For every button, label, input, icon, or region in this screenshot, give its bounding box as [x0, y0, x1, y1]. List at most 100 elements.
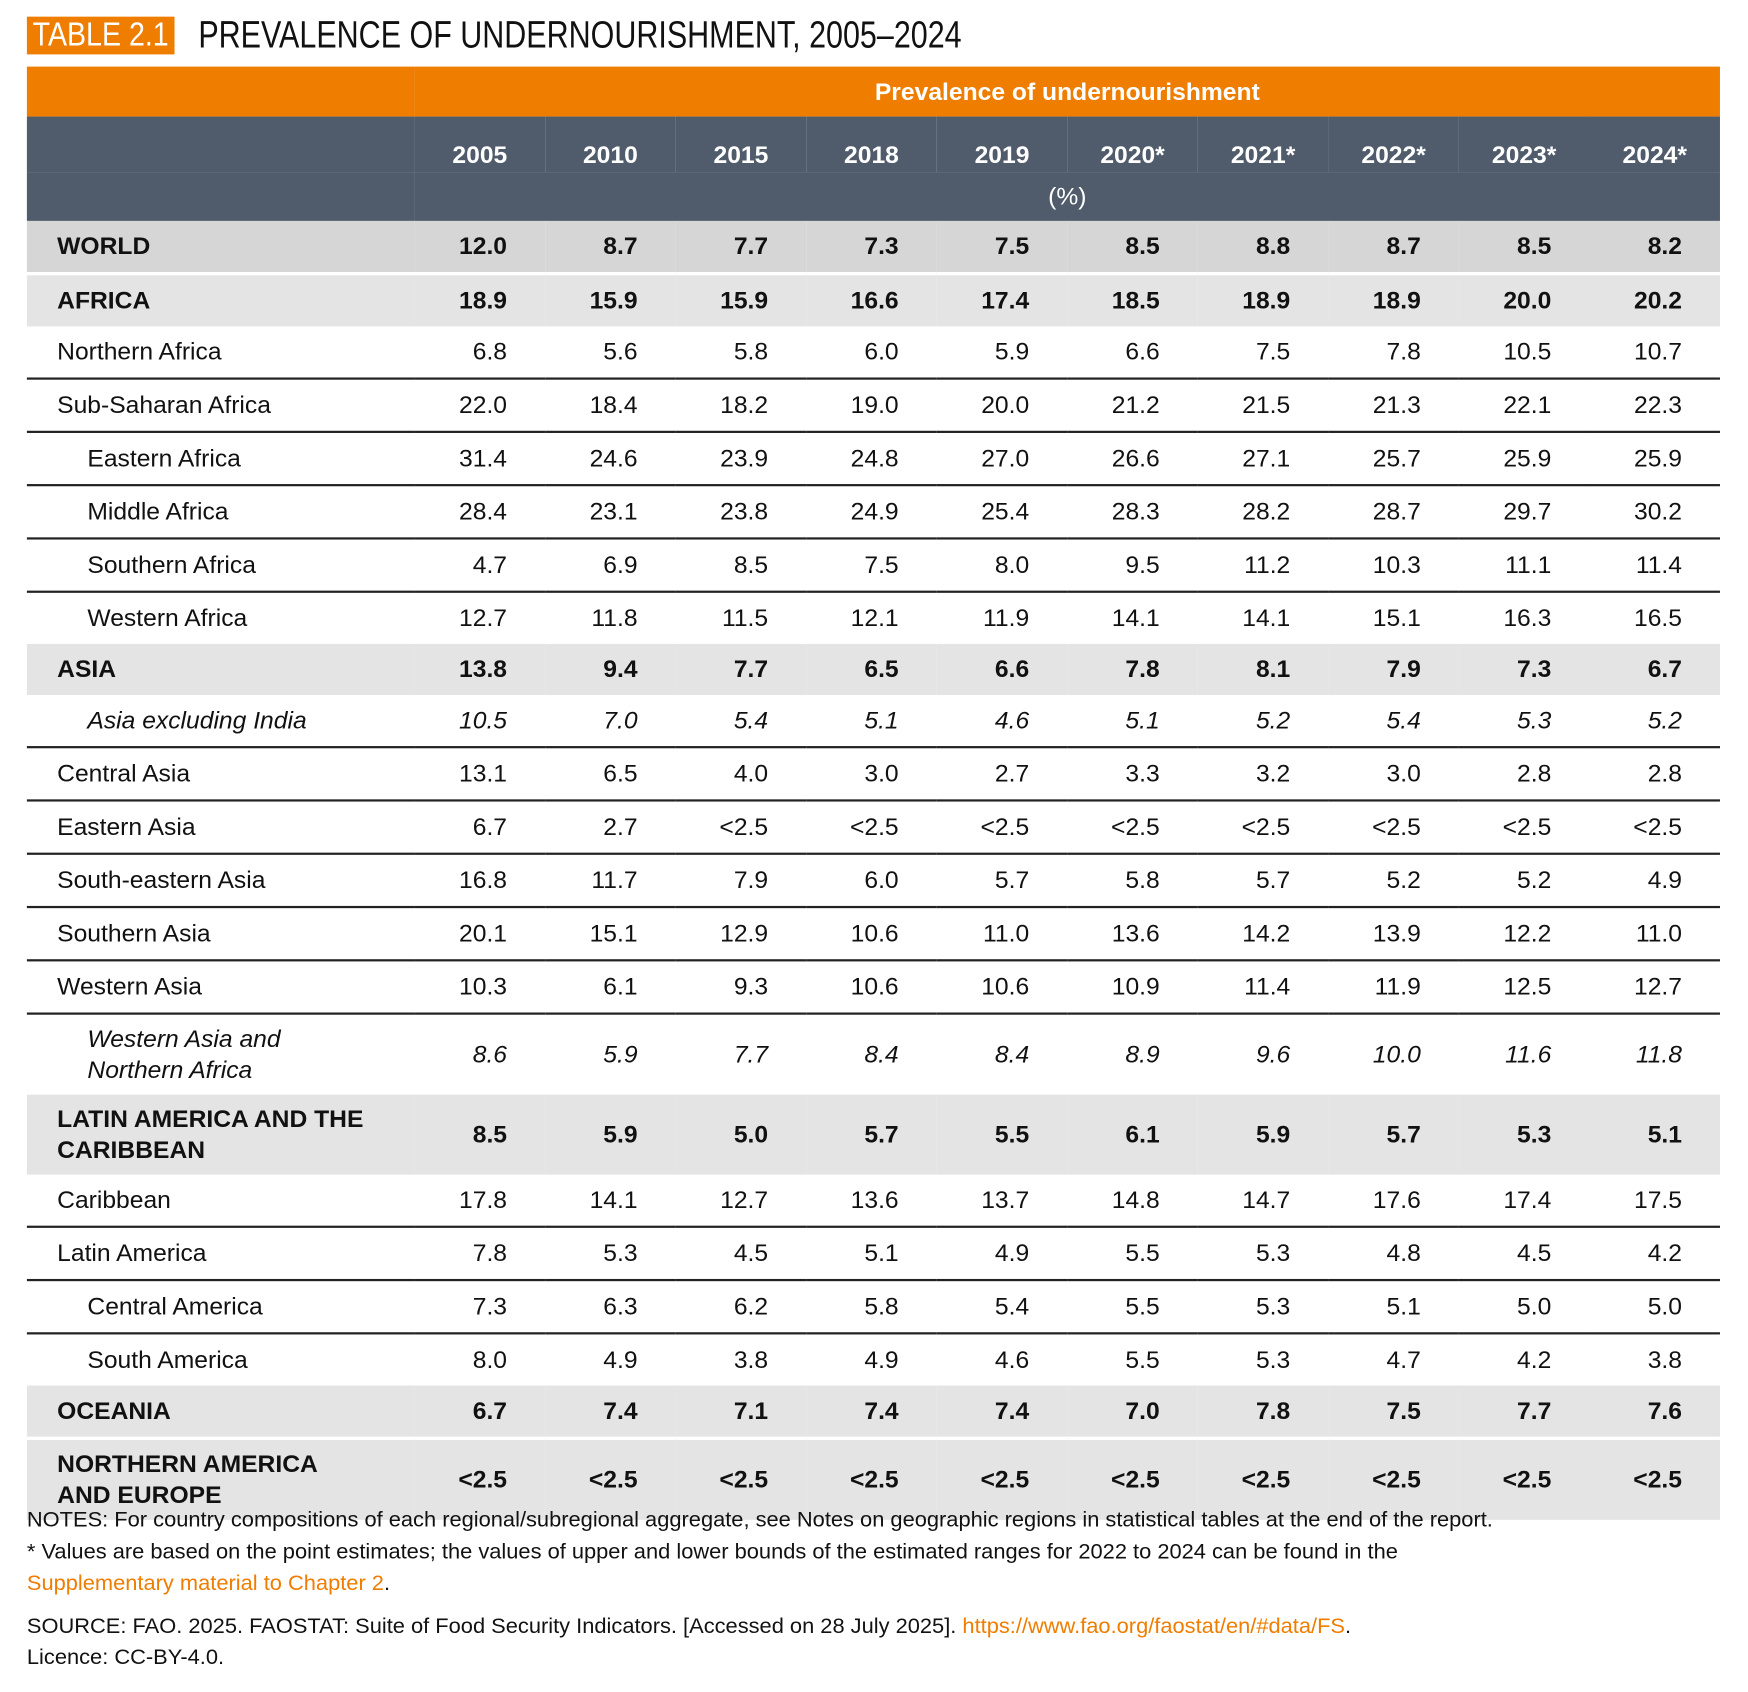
cell-value: 28.4 — [414, 484, 546, 539]
cell-value: <2.5 — [1458, 1436, 1590, 1520]
cell-value: 5.2 — [1328, 852, 1459, 908]
cell-value: 8.7 — [1328, 220, 1459, 274]
cell-value: 16.5 — [1589, 590, 1721, 644]
cell-value: 8.5 — [1067, 220, 1198, 274]
cell-value: 10.5 — [459, 706, 508, 734]
cell-value: 13.7 — [981, 1185, 1030, 1214]
cell-value: 5.4 — [936, 1278, 1068, 1334]
cell-value: 7.3 — [806, 220, 937, 274]
cell-value: 28.2 — [1197, 484, 1329, 539]
cell-value: 8.2 — [1589, 220, 1721, 274]
cell-value: 12.7 — [720, 1185, 769, 1214]
cell-value: 17.4 — [1503, 1185, 1552, 1214]
row-label: Western Africa — [26, 590, 415, 644]
cell-value: 7.7 — [675, 1012, 807, 1095]
cell-value: 5.9 — [1197, 1094, 1329, 1175]
table-row: Sub-Saharan Africa 22.0 18.4 18.2 19.0 20.0 21… — [26, 377, 1721, 432]
cell-value: 7.4 — [806, 1385, 937, 1439]
table-row: OCEANIA 6.7 7.4 7.1 7.4 7.4 7.0 7.8 7.5 7.7 7.6 — [26, 1385, 1721, 1439]
cell-value: 19.0 — [806, 377, 937, 432]
cell-value: 3.3 — [1067, 746, 1198, 801]
cell-value: 8.0 — [414, 1332, 546, 1386]
cell-value: 10.6 — [806, 905, 937, 961]
supplementary-link[interactable]: Supplementary material to Chapter 2 — [26, 1570, 384, 1596]
cell-value: 8.7 — [545, 220, 676, 274]
cell-value: 11.8 — [545, 590, 676, 644]
cell-value: 14.1 — [589, 1185, 638, 1214]
cell-value: 7.5 — [936, 220, 1068, 274]
cell-value: 5.5 — [1067, 1332, 1198, 1386]
cell-value: 29.7 — [1458, 484, 1590, 539]
cell-value: 20.2 — [1589, 272, 1721, 327]
cell-value: 6.7 — [1589, 643, 1721, 695]
table-row: Central Asia 13.1 6.5 4.0 3.0 2.7 3.3 3.2 3.0 2.8… — [26, 746, 1721, 801]
cell-value: 10.5 — [1503, 337, 1552, 366]
cell-value: 11.2 — [1197, 537, 1329, 592]
cell-value: 24.9 — [806, 484, 937, 539]
cell-value: 24.8 — [806, 430, 937, 486]
cell-value: 21.3 — [1328, 377, 1459, 432]
cell-value: 5.8 — [806, 1278, 937, 1334]
cell-value: 16.3 — [1458, 590, 1590, 644]
cell-value: 4.7 — [1328, 1332, 1459, 1386]
cell-value: 23.8 — [675, 484, 807, 539]
table-row: Southern Africa 4.7 6.9 8.5 7.5 8.0 9.5 11.2 10.… — [26, 537, 1721, 592]
cell-value: 7.7 — [675, 220, 807, 274]
year-header: 2024* — [1589, 116, 1721, 173]
row-label: AFRICA — [26, 272, 415, 327]
cell-value: 6.6 — [1125, 337, 1160, 366]
row-label: Western Asia — [26, 959, 415, 1014]
cell-value: 9.4 — [545, 643, 676, 695]
cell-value: 6.0 — [864, 337, 899, 366]
table-row: Western Asia and Northern Africa 8.6 5.9 7.… — [26, 1012, 1721, 1095]
cell-value: 5.3 — [1517, 706, 1552, 734]
cell-value: <2.5 — [1458, 799, 1590, 854]
table-row: Eastern Asia 6.7 2.7 <2.5 <2.5 <2.5 <2.5 <2.5 <2… — [26, 799, 1721, 854]
cell-value: 5.7 — [1197, 852, 1329, 908]
cell-value: 4.6 — [994, 706, 1030, 734]
cell-value: 5.0 — [675, 1094, 807, 1175]
cell-value: <2.5 — [1328, 799, 1459, 854]
cell-value: 7.8 — [1067, 643, 1198, 695]
cell-value: 5.7 — [1328, 1094, 1459, 1175]
cell-value: 8.0 — [936, 537, 1068, 592]
cell-value: <2.5 — [1067, 1436, 1198, 1520]
cell-value: 13.6 — [850, 1185, 899, 1214]
cell-value: <2.5 — [675, 1436, 807, 1520]
table-row: NORTHERN AMERICA AND EUROPE <2.5 <2.5 <2.5 <… — [26, 1436, 1721, 1520]
cell-value: 13.8 — [414, 643, 546, 695]
cell-value: 5.5 — [1067, 1225, 1198, 1281]
row-label: ASIA — [26, 643, 415, 695]
cell-value: 7.6 — [1589, 1385, 1721, 1439]
cell-value: 18.5 — [1067, 272, 1198, 327]
cell-value: 5.0 — [1589, 1278, 1721, 1334]
cell-value: 8.9 — [1067, 1012, 1198, 1095]
table-row: Western Asia 10.3 6.1 9.3 10.6 10.6 10.9 11.4 11… — [26, 959, 1721, 1014]
cell-value: 4.5 — [675, 1225, 807, 1281]
cell-value: 7.0 — [603, 706, 638, 734]
cell-value: 10.9 — [1067, 959, 1198, 1014]
year-header: 2019 — [936, 116, 1068, 173]
cell-value: 10.7 — [1633, 337, 1682, 366]
cell-value: 12.7 — [1589, 959, 1721, 1014]
cell-value: 8.5 — [414, 1094, 546, 1175]
cell-value: 4.7 — [414, 537, 546, 592]
faostat-link[interactable]: https://www.fao.org/faostat/en/#data/FS — [962, 1613, 1346, 1639]
cell-value: 28.7 — [1328, 484, 1459, 539]
cell-value: 2.7 — [936, 746, 1068, 801]
table-row: Western Africa 12.7 11.8 11.5 12.1 11.9 14.1 14… — [26, 590, 1721, 644]
cell-value: 28.3 — [1067, 484, 1198, 539]
cell-value: 5.5 — [1067, 1278, 1198, 1334]
cell-value: 15.1 — [545, 905, 676, 961]
cell-value: 12.2 — [1458, 905, 1590, 961]
cell-value: 13.6 — [1067, 905, 1198, 961]
cell-value: 5.2 — [1647, 706, 1682, 734]
cell-value: 7.0 — [1067, 1385, 1198, 1439]
cell-value: 18.9 — [1197, 272, 1329, 327]
cell-value: 6.6 — [936, 643, 1068, 695]
cell-value: 13.1 — [414, 746, 546, 801]
cell-value: 2.8 — [1458, 746, 1590, 801]
cell-value: 9.5 — [1067, 537, 1198, 592]
cell-value: 5.8 — [1067, 852, 1198, 908]
